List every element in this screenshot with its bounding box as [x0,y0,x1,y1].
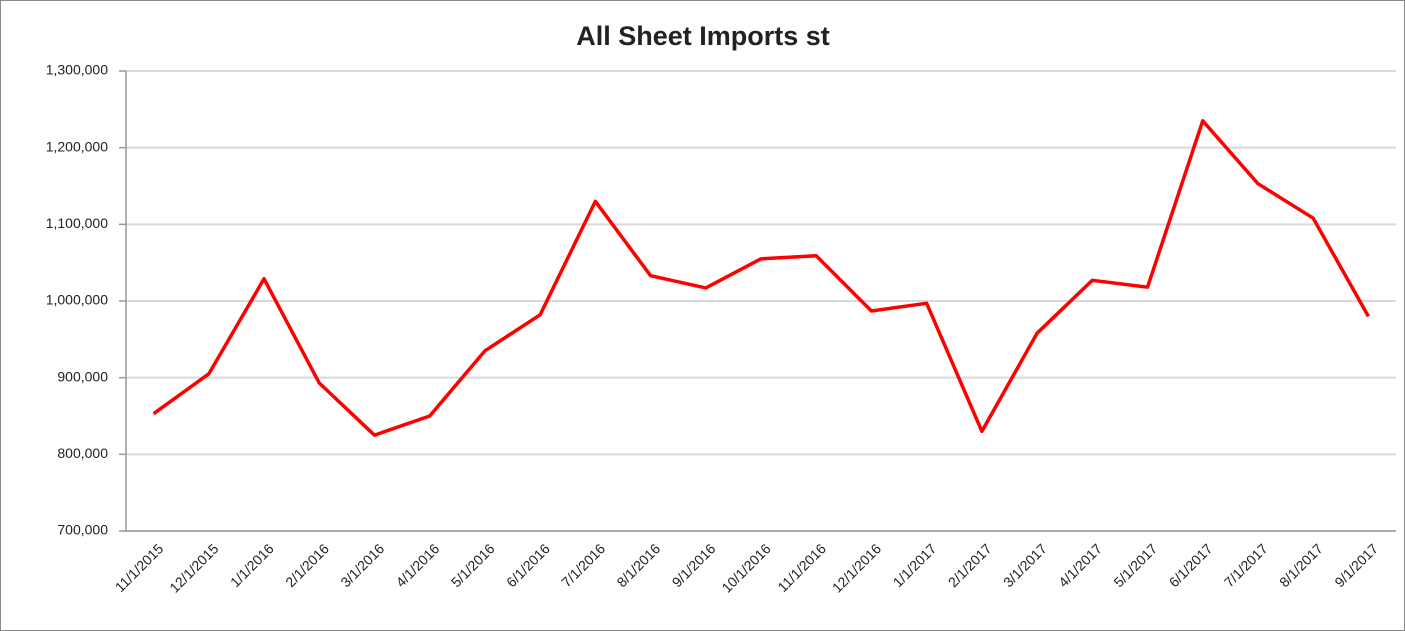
x-tick-label: 6/1/2017 [1166,540,1216,590]
y-tick-label: 1,000,000 [46,292,108,308]
y-tick-label: 1,200,000 [46,138,108,154]
x-tick-label: 9/1/2017 [1331,540,1381,590]
x-tick-label: 4/1/2017 [1055,540,1105,590]
x-tick-label: 12/1/2015 [166,540,222,596]
x-tick-label: 7/1/2017 [1221,540,1271,590]
x-tick-label: 6/1/2016 [503,540,553,590]
data-line [152,119,1370,437]
y-tick-label: 700,000 [57,522,108,538]
y-tick-label: 800,000 [57,445,108,461]
x-tick-label: 8/1/2016 [613,540,663,590]
x-tick-label: 5/1/2016 [448,540,498,590]
x-tick-label: 1/1/2017 [890,540,940,590]
x-tick-label: 10/1/2016 [718,540,774,596]
x-tick-label: 9/1/2016 [669,540,719,590]
x-tick-label: 5/1/2017 [1110,540,1160,590]
x-tick-label: 2/1/2016 [282,540,332,590]
x-tick-label: 4/1/2016 [393,540,443,590]
y-tick-label: 1,300,000 [46,62,108,78]
chart-title: All Sheet Imports st [576,21,830,51]
x-tick-label: 7/1/2016 [558,540,608,590]
x-tick-label: 12/1/2016 [829,540,885,596]
y-tick-label: 900,000 [57,368,108,384]
x-tick-label: 3/1/2016 [337,540,387,590]
x-tick-label: 1/1/2016 [227,540,277,590]
x-tick-label: 2/1/2017 [945,540,995,590]
x-tick-label: 3/1/2017 [1000,540,1050,590]
x-tick-label: 11/1/2015 [112,540,167,595]
y-tick-label: 1,100,000 [46,215,108,231]
x-tick-label: 8/1/2017 [1276,540,1326,590]
x-tick-label: 11/1/2016 [774,540,829,595]
